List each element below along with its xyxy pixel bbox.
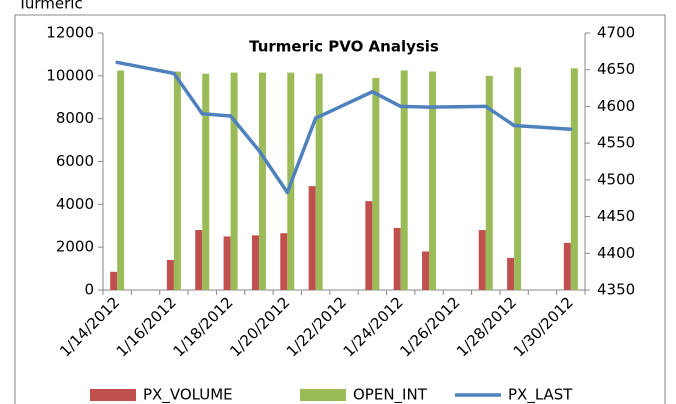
y2-tick-label: 4600 [597, 97, 635, 115]
line-segment [257, 148, 290, 195]
y2-tick-label: 4400 [597, 244, 635, 262]
y-tick-label: 0 [84, 281, 94, 299]
line-segment [398, 104, 431, 109]
bar [429, 71, 437, 290]
legend-label: OPEN_INT [353, 386, 428, 404]
line-segment [200, 112, 233, 118]
y-tick-label: 2000 [56, 238, 94, 256]
bar [173, 71, 181, 290]
x-tick-label: 1/24/2012 [340, 293, 407, 360]
bar [117, 70, 125, 291]
chart-frame [14, 14, 666, 404]
bar [478, 230, 486, 290]
x-tick-label: 1/18/2012 [169, 293, 236, 360]
bar [372, 77, 380, 290]
y-tick-label: 12000 [46, 24, 94, 42]
x-tick-label: 1/28/2012 [453, 293, 520, 360]
bar [308, 186, 316, 290]
page-title: Turmeric [17, 0, 83, 13]
y-tick-label: 4000 [56, 195, 94, 213]
line-segment [228, 114, 261, 153]
bar [365, 201, 373, 290]
x-tick-label: 1/22/2012 [283, 293, 350, 360]
bar [195, 230, 203, 290]
bar [570, 68, 578, 291]
y2-tick-label: 4350 [597, 281, 635, 299]
line-segment [285, 116, 318, 195]
y2-tick-label: 4700 [597, 24, 635, 42]
bar [563, 242, 571, 290]
bar [400, 70, 408, 291]
x-tick-label: 1/16/2012 [113, 293, 180, 360]
bar [223, 236, 231, 290]
line-segment [115, 60, 176, 76]
line-segment [370, 89, 403, 109]
line-segment [427, 104, 488, 109]
bar [280, 233, 288, 290]
bar [514, 67, 522, 291]
bar [202, 73, 210, 290]
bar [251, 235, 259, 290]
line-segment [313, 89, 375, 120]
x-tick-label: 1/26/2012 [396, 293, 463, 360]
line-segment [512, 123, 573, 131]
y-tick-label: 6000 [56, 152, 94, 170]
legend-label: PX_LAST [508, 386, 573, 404]
bar [393, 227, 401, 290]
y2-tick-label: 4450 [597, 207, 635, 225]
x-tick-label: 1/20/2012 [226, 293, 293, 360]
legend-swatch [300, 389, 346, 401]
bar [166, 260, 174, 290]
y-tick-label: 10000 [46, 66, 94, 84]
bar [485, 75, 493, 290]
legend-label: PX_VOLUME [143, 386, 233, 404]
x-tick-label: 1/30/2012 [510, 293, 577, 360]
y2-tick-label: 4500 [597, 170, 635, 188]
bar [258, 72, 266, 290]
bar [315, 73, 323, 290]
y2-tick-label: 4650 [597, 60, 635, 78]
bar [110, 271, 118, 290]
bar [230, 72, 238, 290]
y2-tick-label: 4550 [597, 134, 635, 152]
bar [422, 251, 430, 290]
y-tick-label: 8000 [56, 109, 94, 127]
line-segment [172, 71, 204, 116]
legend-swatch [90, 389, 136, 401]
line-segment [484, 104, 516, 128]
x-tick-label: 1/14/2012 [56, 293, 123, 360]
bar [507, 257, 515, 290]
chart-title: Turmeric PVO Analysis [249, 38, 439, 56]
